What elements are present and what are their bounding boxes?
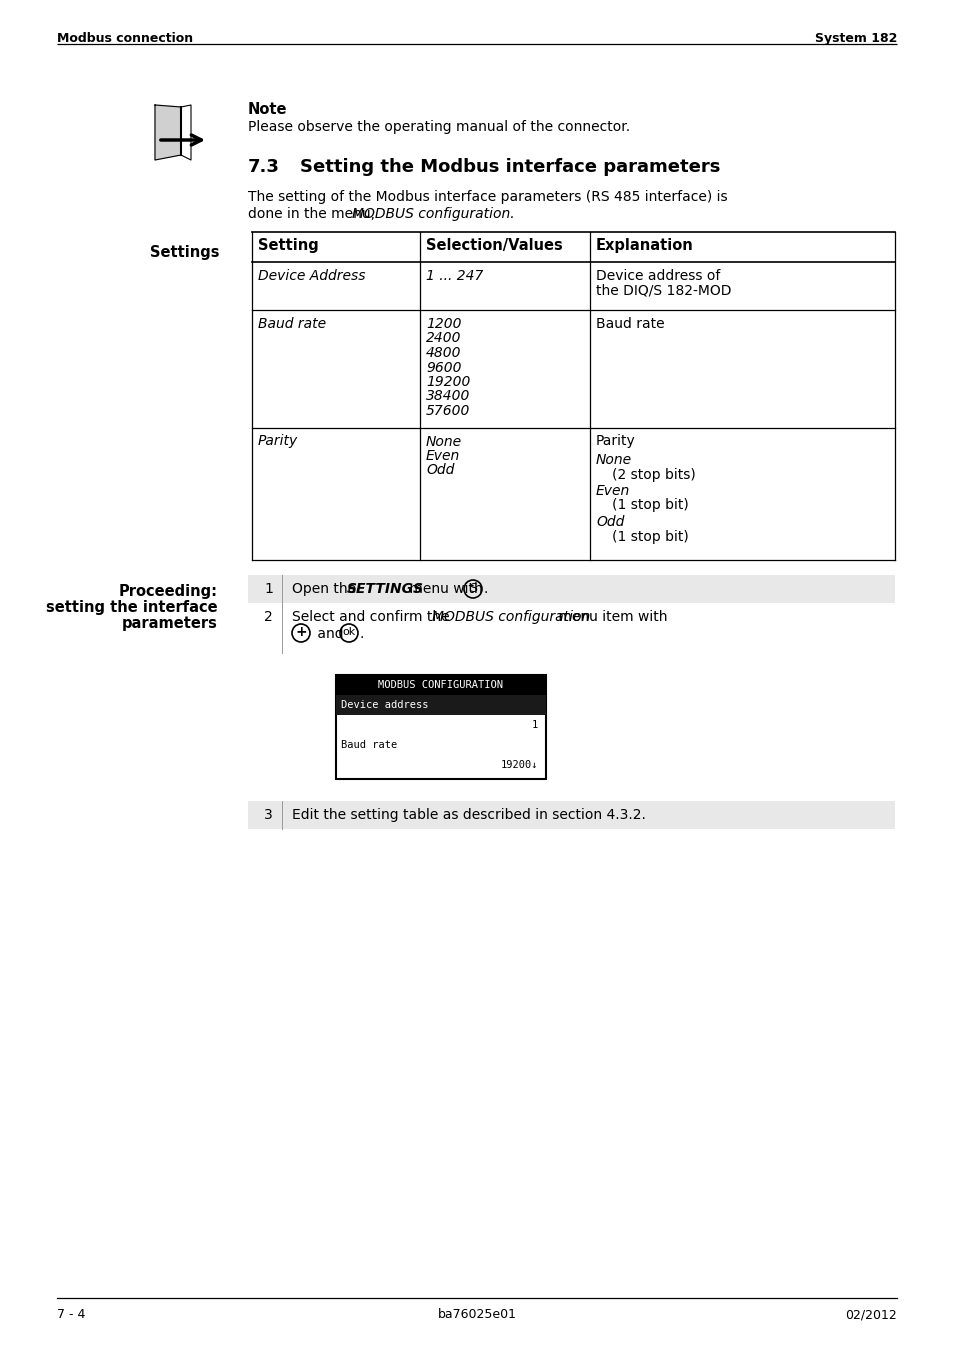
Text: 1 ... 247: 1 ... 247 — [426, 269, 483, 284]
Text: Odd: Odd — [596, 514, 623, 529]
Bar — [335, 695, 545, 716]
Text: setting the interface: setting the interface — [47, 599, 218, 616]
Text: Device Address: Device Address — [257, 269, 365, 284]
Text: Baud rate: Baud rate — [596, 317, 664, 331]
Text: MODBUS configuration: MODBUS configuration — [432, 610, 590, 624]
Text: Setting the Modbus interface parameters: Setting the Modbus interface parameters — [299, 158, 720, 176]
Text: Please observe the operating manual of the connector.: Please observe the operating manual of t… — [248, 120, 630, 134]
Bar — [248, 575, 894, 603]
Text: 1200: 1200 — [426, 317, 461, 331]
Text: (1 stop bit): (1 stop bit) — [612, 529, 688, 544]
Text: Modbus connection: Modbus connection — [57, 32, 193, 45]
Text: done in the menu,: done in the menu, — [248, 207, 379, 221]
Text: Odd: Odd — [426, 463, 454, 478]
Polygon shape — [181, 105, 191, 161]
Text: menu with: menu with — [405, 582, 487, 595]
Text: Settings: Settings — [151, 244, 220, 261]
Text: Proceeding:: Proceeding: — [119, 585, 218, 599]
Text: System 182: System 182 — [814, 32, 896, 45]
Text: Even: Even — [426, 450, 459, 463]
Text: 3: 3 — [264, 809, 273, 822]
Text: 02/2012: 02/2012 — [844, 1308, 896, 1322]
Text: MODBUS configuration.: MODBUS configuration. — [352, 207, 514, 221]
Polygon shape — [154, 105, 181, 161]
Text: 19200↓: 19200↓ — [500, 760, 537, 770]
Text: Edit the setting table as described in section 4.3.2.: Edit the setting table as described in s… — [292, 809, 645, 822]
Text: Even: Even — [596, 485, 630, 498]
Text: MODBUS CONFIGURATION: MODBUS CONFIGURATION — [378, 680, 503, 690]
Text: 57600: 57600 — [426, 404, 470, 418]
Bar — [248, 801, 894, 829]
Text: Setting: Setting — [257, 238, 318, 252]
Bar — [248, 603, 894, 653]
Text: The setting of the Modbus interface parameters (RS 485 interface) is: The setting of the Modbus interface para… — [248, 190, 727, 204]
Text: Explanation: Explanation — [596, 238, 693, 252]
Text: ba76025e01: ba76025e01 — [437, 1308, 516, 1322]
Text: 2: 2 — [264, 610, 273, 624]
Bar — [335, 675, 545, 779]
Bar — [335, 675, 545, 695]
Text: the DIQ/S 182-MOD: the DIQ/S 182-MOD — [596, 284, 731, 297]
Text: Parity: Parity — [257, 435, 298, 448]
Text: menu item with: menu item with — [554, 610, 667, 624]
Text: parameters: parameters — [122, 616, 218, 630]
Text: 4800: 4800 — [426, 346, 461, 360]
Text: SETTINGS: SETTINGS — [347, 582, 423, 595]
Text: (2 stop bits): (2 stop bits) — [612, 467, 695, 482]
Text: None: None — [426, 435, 461, 448]
Text: 19200: 19200 — [426, 375, 470, 389]
Text: .: . — [359, 626, 364, 641]
Text: 7.3: 7.3 — [248, 158, 279, 176]
Text: 1: 1 — [264, 582, 273, 595]
Text: (1 stop bit): (1 stop bit) — [612, 498, 688, 513]
Text: Note: Note — [248, 103, 287, 117]
Text: Baud rate: Baud rate — [340, 740, 396, 751]
Text: .: . — [483, 582, 488, 595]
Text: 2400: 2400 — [426, 332, 461, 346]
Text: 38400: 38400 — [426, 390, 470, 404]
Text: ok: ok — [342, 626, 355, 637]
Text: 1: 1 — [531, 720, 537, 730]
Text: and: and — [313, 626, 348, 641]
Text: Open the: Open the — [292, 582, 360, 595]
Text: Device address: Device address — [340, 701, 428, 710]
Text: Select and confirm the: Select and confirm the — [292, 610, 454, 624]
Text: None: None — [596, 454, 632, 467]
Text: Selection/Values: Selection/Values — [426, 238, 562, 252]
Text: +: + — [294, 625, 307, 639]
Text: Baud rate: Baud rate — [257, 317, 326, 331]
Text: Device address of: Device address of — [596, 269, 720, 284]
Text: S: S — [469, 582, 476, 594]
Text: 9600: 9600 — [426, 360, 461, 374]
Text: Parity: Parity — [596, 435, 635, 448]
Text: 7 - 4: 7 - 4 — [57, 1308, 85, 1322]
